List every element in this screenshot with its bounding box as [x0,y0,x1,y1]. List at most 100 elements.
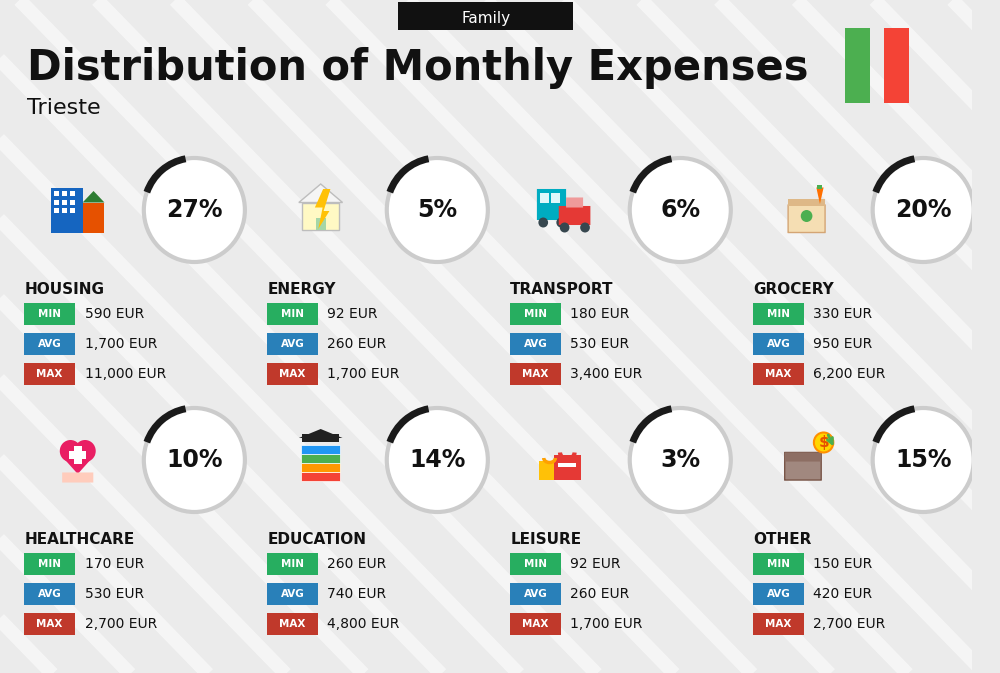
Circle shape [873,408,974,512]
Text: MIN: MIN [38,309,61,319]
Text: MIN: MIN [281,309,304,319]
FancyBboxPatch shape [302,203,339,230]
Text: 3%: 3% [660,448,700,472]
Circle shape [60,440,81,462]
FancyBboxPatch shape [54,208,59,213]
FancyBboxPatch shape [540,192,549,203]
Text: 1,700 EUR: 1,700 EUR [570,617,643,631]
FancyBboxPatch shape [537,189,566,220]
Circle shape [144,408,245,512]
FancyBboxPatch shape [267,333,318,355]
Text: $: $ [818,435,829,450]
Text: 20%: 20% [895,198,951,222]
FancyBboxPatch shape [510,333,561,355]
Text: MAX: MAX [522,619,549,629]
FancyBboxPatch shape [301,445,340,454]
Text: 92 EUR: 92 EUR [327,307,378,321]
Polygon shape [61,455,95,474]
Circle shape [630,158,731,262]
Polygon shape [299,429,343,438]
Text: Family: Family [461,11,510,26]
Text: 4,800 EUR: 4,800 EUR [327,617,400,631]
FancyBboxPatch shape [301,454,340,462]
Text: MIN: MIN [524,309,547,319]
Text: 3,400 EUR: 3,400 EUR [570,367,643,381]
FancyBboxPatch shape [788,205,825,232]
FancyBboxPatch shape [566,197,583,207]
FancyBboxPatch shape [510,303,561,325]
Text: 150 EUR: 150 EUR [813,557,873,571]
Text: 260 EUR: 260 EUR [327,337,387,351]
Circle shape [873,158,974,262]
Text: AVG: AVG [281,589,304,599]
FancyBboxPatch shape [753,303,804,325]
FancyBboxPatch shape [70,199,75,205]
Text: 530 EUR: 530 EUR [85,587,144,601]
Text: Trieste: Trieste [27,98,101,118]
FancyBboxPatch shape [753,613,804,635]
Text: MIN: MIN [767,559,790,569]
Text: AVG: AVG [38,589,61,599]
Polygon shape [83,191,104,203]
Text: 11,000 EUR: 11,000 EUR [85,367,166,381]
FancyBboxPatch shape [24,333,75,355]
FancyBboxPatch shape [51,188,83,232]
Circle shape [560,223,569,232]
FancyBboxPatch shape [510,553,561,575]
FancyBboxPatch shape [551,192,560,203]
FancyBboxPatch shape [510,613,561,635]
Text: 180 EUR: 180 EUR [570,307,630,321]
FancyBboxPatch shape [267,363,318,385]
FancyBboxPatch shape [398,2,573,30]
Text: 2,700 EUR: 2,700 EUR [813,617,886,631]
FancyArrowPatch shape [827,435,832,444]
Text: MAX: MAX [279,369,306,379]
Text: EDUCATION: EDUCATION [267,532,366,547]
Circle shape [580,223,590,232]
FancyBboxPatch shape [558,462,576,466]
Text: 740 EUR: 740 EUR [327,587,387,601]
FancyBboxPatch shape [83,203,104,232]
Circle shape [556,217,566,227]
Polygon shape [299,184,343,203]
Text: AVG: AVG [767,339,790,349]
FancyBboxPatch shape [785,452,821,462]
FancyBboxPatch shape [510,583,561,605]
FancyBboxPatch shape [817,185,822,189]
Text: 10%: 10% [166,448,223,472]
FancyBboxPatch shape [267,553,318,575]
Text: HEALTHCARE: HEALTHCARE [24,532,135,547]
FancyBboxPatch shape [559,206,590,225]
FancyBboxPatch shape [554,455,581,480]
FancyBboxPatch shape [884,28,909,103]
Circle shape [387,158,488,262]
Text: 2,700 EUR: 2,700 EUR [85,617,157,631]
FancyBboxPatch shape [785,452,821,480]
Text: 5%: 5% [417,198,457,222]
Text: 170 EUR: 170 EUR [85,557,144,571]
FancyBboxPatch shape [70,208,75,213]
Text: TRANSPORT: TRANSPORT [510,282,614,297]
FancyBboxPatch shape [24,363,75,385]
FancyBboxPatch shape [753,363,804,385]
Text: MAX: MAX [765,369,792,379]
FancyBboxPatch shape [62,191,67,196]
Polygon shape [816,188,824,204]
FancyBboxPatch shape [74,446,82,464]
FancyBboxPatch shape [54,199,59,205]
FancyBboxPatch shape [753,553,804,575]
Text: MAX: MAX [36,369,63,379]
FancyBboxPatch shape [62,208,67,213]
Circle shape [801,210,812,222]
FancyBboxPatch shape [753,583,804,605]
FancyBboxPatch shape [24,553,75,575]
FancyBboxPatch shape [54,191,59,196]
Text: 92 EUR: 92 EUR [570,557,621,571]
Text: AVG: AVG [767,589,790,599]
Text: 6%: 6% [660,198,700,222]
FancyBboxPatch shape [69,451,86,459]
Circle shape [387,408,488,512]
FancyBboxPatch shape [24,583,75,605]
Text: 27%: 27% [166,198,223,222]
FancyBboxPatch shape [70,191,75,196]
